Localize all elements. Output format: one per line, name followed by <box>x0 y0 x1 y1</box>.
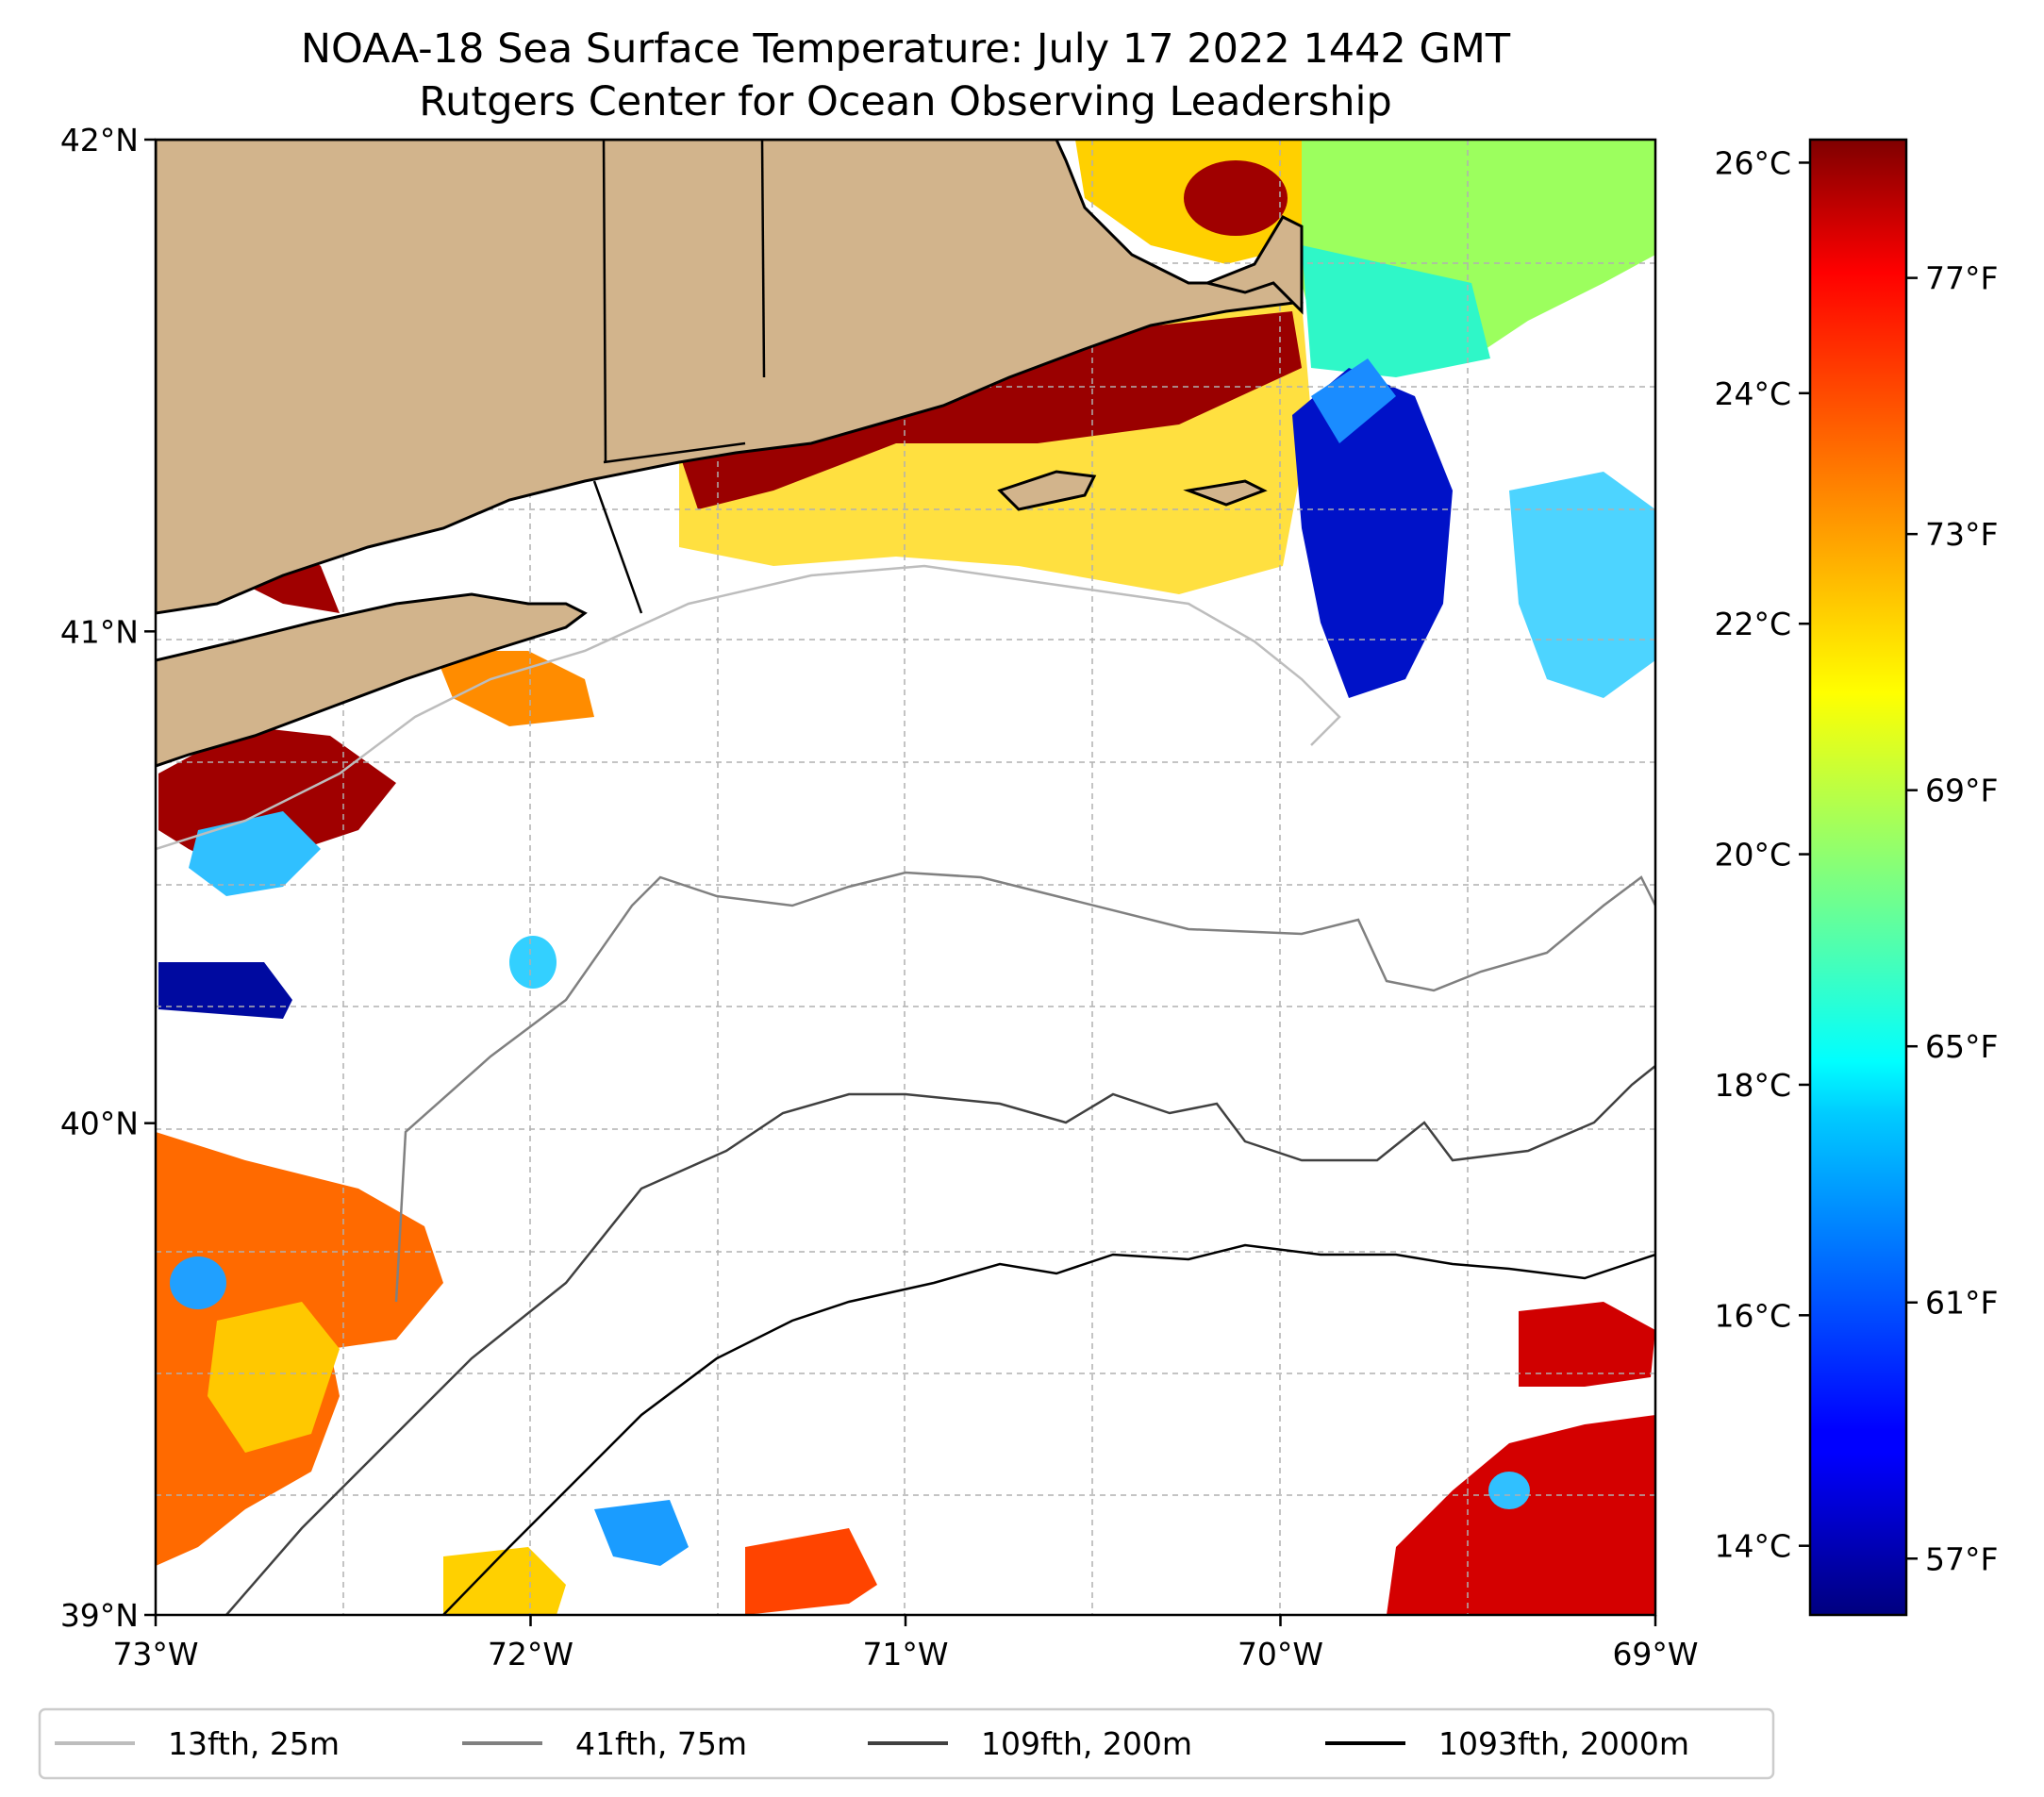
fahrenheit-tick-label: 57°F <box>1925 1540 1998 1577</box>
sst-patch-east-mixed <box>1509 472 1655 698</box>
fahrenheit-tick-label: 61°F <box>1925 1285 1998 1322</box>
sst-patch-ccb-hot <box>1184 160 1288 236</box>
x-tick-label: 72°W <box>488 1636 573 1672</box>
legend-label: 1093fth, 2000m <box>1438 1725 1689 1762</box>
isobath-2000m <box>442 1243 1655 1615</box>
sst-patch-li-cold <box>158 962 292 1019</box>
celsius-tick-label: 24°C <box>1714 375 1791 412</box>
y-tick-label: 41°N <box>60 613 139 650</box>
sst-patch-south-coast-red <box>679 311 1302 509</box>
y-tick-label: 39°N <box>60 1597 139 1634</box>
map-title-line1: NOAA-18 Sea Surface Temperature: July 17… <box>301 25 1511 73</box>
fahrenheit-tick-label: 69°F <box>1925 773 1998 809</box>
legend-label: 109fth, 200m <box>981 1725 1192 1762</box>
sst-patch-sw-yellow <box>208 1302 340 1453</box>
sst-patch-block-island <box>434 651 594 726</box>
celsius-tick-label: 20°C <box>1714 837 1791 874</box>
sst-data-layer <box>156 140 1655 1615</box>
isobath-legend: 13fth, 25m 41fth, 75m 109fth, 200m 1093fth,… <box>38 1707 1775 1780</box>
isobath-75m <box>394 871 1655 1303</box>
colorbar-gradient <box>1808 138 1908 1617</box>
celsius-tick-label: 22°C <box>1714 606 1791 642</box>
x-tick-label: 73°W <box>112 1636 198 1672</box>
fahrenheit-tick-label: 73°F <box>1925 516 1998 553</box>
x-tick-label: 69°W <box>1612 1636 1698 1672</box>
isobaths <box>156 564 1655 1615</box>
fahrenheit-tick-label: 77°F <box>1925 260 1998 297</box>
isobath-200m <box>225 1065 1655 1615</box>
sst-patch-bottom-2 <box>594 1500 689 1566</box>
sst-patch-nantucket-cold <box>1292 368 1453 698</box>
state-borders <box>592 140 766 614</box>
y-tick-label: 40°N <box>60 1106 139 1142</box>
sst-patch-small-1 <box>509 936 557 989</box>
land-marthas-vineyard <box>997 470 1097 511</box>
colorbar: 14°C 16°C 18°C 20°C 22°C 24°C 26°C 57°F 61°F 65°… <box>1714 138 1998 1617</box>
sst-patch-li-mix <box>189 811 321 896</box>
land-nantucket <box>1183 479 1268 507</box>
x-axis-ticks: 73°W 72°W 71°W 70°W 69°W <box>112 1615 1699 1672</box>
sst-patch-bottom-3 <box>745 1528 877 1615</box>
land-new-england <box>156 140 1304 615</box>
land-cape-cod <box>1203 215 1304 315</box>
celsius-tick-label: 14°C <box>1714 1528 1791 1565</box>
map-area <box>156 140 1655 1615</box>
legend-label: 13fth, 25m <box>168 1725 340 1762</box>
y-axis-ticks: 42°N 41°N 40°N 39°N <box>60 122 156 1634</box>
x-tick-label: 70°W <box>1238 1636 1323 1672</box>
sst-patch-bottom-1 <box>443 1547 566 1615</box>
x-tick-label: 71°W <box>862 1636 948 1672</box>
sst-patch-se-red-2 <box>1387 1415 1655 1615</box>
sst-patch-se-cold <box>1488 1472 1530 1509</box>
colorbar-fahrenheit-ticks: 57°F 61°F 65°F 69°F 73°F 77°F <box>1906 260 1998 1577</box>
celsius-tick-label: 16°C <box>1714 1297 1791 1334</box>
map-title-line2: Rutgers Center for Ocean Observing Leade… <box>419 78 1392 125</box>
land-long-island <box>156 592 588 768</box>
isobath-25m <box>156 564 1341 851</box>
sst-patch-nantucket-edge <box>1311 358 1396 443</box>
y-tick-label: 42°N <box>60 122 139 158</box>
colorbar-celsius-ticks: 14°C 16°C 18°C 20°C 22°C 24°C 26°C <box>1714 144 1810 1565</box>
sst-patch-sw-cold <box>170 1256 226 1309</box>
land-layer <box>156 140 1304 768</box>
fahrenheit-tick-label: 65°F <box>1925 1028 1998 1065</box>
celsius-tick-label: 26°C <box>1714 144 1791 181</box>
sst-patch-se-red-1 <box>1519 1302 1655 1387</box>
celsius-tick-label: 18°C <box>1714 1067 1791 1104</box>
sst-patch-teal <box>1302 245 1490 377</box>
legend-label: 41fth, 75m <box>575 1725 747 1762</box>
